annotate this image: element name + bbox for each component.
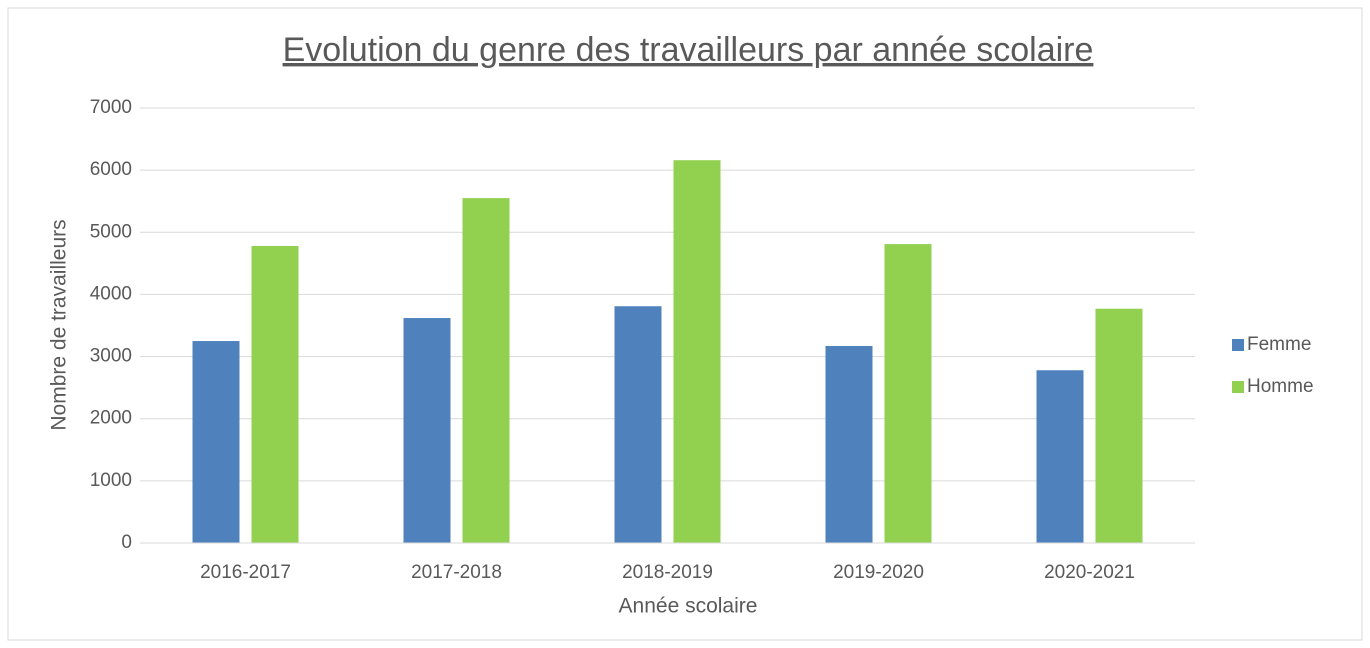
- bar: [1036, 370, 1084, 543]
- y-tick-label: 1000: [90, 470, 132, 491]
- y-axis-label: Nombre de travailleurs: [48, 219, 71, 430]
- x-tick-label: 2020-2021: [1044, 562, 1135, 583]
- x-tick-label: 2016-2017: [200, 562, 291, 583]
- legend-swatch: [1232, 339, 1244, 351]
- bar: [673, 160, 721, 543]
- y-tick-label: 0: [121, 532, 132, 553]
- x-tick-label: 2018-2019: [622, 562, 713, 583]
- legend-label: Femme: [1247, 334, 1311, 355]
- bar: [614, 306, 662, 543]
- y-tick-label: 2000: [90, 408, 132, 429]
- bar: [825, 346, 873, 543]
- legend-swatch: [1232, 381, 1244, 393]
- x-axis-label: Année scolaire: [619, 595, 758, 618]
- x-tick-label: 2017-2018: [411, 562, 502, 583]
- legend-label: Homme: [1247, 376, 1314, 397]
- bar: [462, 198, 510, 543]
- chart-title: Evolution du genre des travailleurs par …: [283, 31, 1094, 69]
- bar: [192, 341, 240, 543]
- y-tick-label: 7000: [90, 97, 132, 118]
- bar: [403, 318, 451, 543]
- y-tick-label: 3000: [90, 346, 132, 367]
- y-tick-label: 6000: [90, 159, 132, 180]
- x-tick-label: 2019-2020: [833, 562, 924, 583]
- bar: [884, 244, 932, 544]
- y-tick-label: 4000: [90, 283, 132, 304]
- bar: [251, 245, 299, 543]
- bar: [1095, 308, 1143, 543]
- y-tick-label: 5000: [90, 221, 132, 242]
